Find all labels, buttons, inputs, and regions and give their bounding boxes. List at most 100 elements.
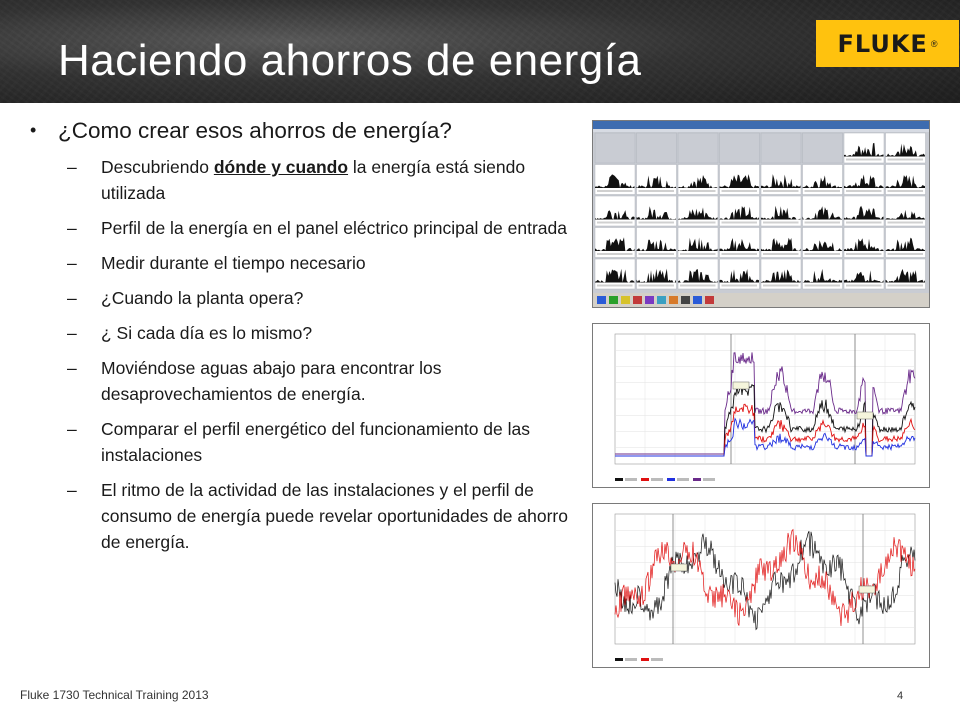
legend-swatch <box>693 478 701 481</box>
window-titlebar <box>593 121 929 129</box>
legend-swatch <box>641 658 649 661</box>
taskbar-icons <box>597 296 714 304</box>
profile-shape <box>678 207 718 220</box>
cell-caption <box>887 190 923 192</box>
profile-cell <box>802 227 843 258</box>
footer-text: Fluke 1730 Technical Training 2013 <box>20 688 209 702</box>
taskbar-icon <box>669 296 678 304</box>
cell-caption <box>804 253 840 255</box>
profile-cell <box>843 258 885 290</box>
registered-mark: ® <box>930 38 938 49</box>
emphasized-text: dónde y cuando <box>213 157 349 177</box>
trend-series-line <box>615 352 916 457</box>
sub-bullet-text: ¿ Si cada día es lo mismo? <box>101 323 313 343</box>
cell-caption <box>721 190 757 192</box>
cell-caption <box>680 253 716 255</box>
profile-shape <box>885 268 925 283</box>
profile-cell <box>594 195 636 227</box>
taskbar-icon <box>705 296 714 304</box>
taskbar <box>593 293 929 307</box>
energy-profile-grid-screenshot <box>592 120 930 308</box>
profile-cell <box>885 227 926 258</box>
profile-shape <box>761 205 801 220</box>
cell-caption <box>804 221 840 224</box>
cell-caption <box>721 253 757 255</box>
profile-cell <box>719 258 760 290</box>
cursor-tooltip <box>732 381 750 390</box>
fluke-logo: FLUKE ® <box>816 20 959 67</box>
sub-bullet-text: Perfil de la energía en el panel eléctri… <box>101 218 567 238</box>
banner-texture <box>0 0 960 103</box>
trend-series-line <box>614 530 916 631</box>
profile-cells <box>594 132 926 290</box>
cell-caption <box>763 190 799 192</box>
profile-shape <box>885 143 925 157</box>
profile-shape <box>802 240 842 251</box>
sub-bullet-text: El ritmo de la actividad de las instalac… <box>101 480 568 552</box>
cursor-tooltip <box>856 411 874 420</box>
legend-swatch <box>667 478 675 481</box>
dash-icon: – <box>67 358 77 378</box>
sub-bullet: – Moviéndose aguas abajo para encontrar … <box>67 355 590 407</box>
cell-caption <box>763 221 799 224</box>
cell-caption <box>887 253 923 255</box>
cell-caption <box>846 253 882 255</box>
sub-bullet-list: – Descubriendo dónde y cuando la energía… <box>67 154 590 555</box>
sub-bullet: – El ritmo de la actividad de las instal… <box>67 477 590 555</box>
comparison-trend-screenshot <box>592 503 930 668</box>
profile-cell <box>802 132 843 164</box>
profile-shape <box>595 174 635 188</box>
trend-series-line <box>615 417 916 457</box>
cell-caption <box>721 284 757 287</box>
profile-shape <box>802 206 842 220</box>
legend-label <box>651 478 663 481</box>
legend-label <box>703 478 715 481</box>
cell-caption <box>680 284 716 287</box>
cell-caption <box>846 190 882 192</box>
cell-caption <box>597 284 633 287</box>
sub-bullet-text: Medir durante el tiempo necesario <box>101 253 366 273</box>
profile-shape <box>678 269 718 283</box>
cell-caption <box>763 253 799 255</box>
profile-shape <box>636 268 676 283</box>
cursor-tooltip <box>858 585 876 594</box>
profile-shape <box>636 175 676 188</box>
page-number: 4 <box>897 690 904 702</box>
cell-caption <box>680 190 716 192</box>
sub-bullet-text: ¿Cuando la planta opera? <box>101 288 304 308</box>
profile-cell <box>760 227 802 258</box>
profile-shape <box>719 238 759 251</box>
sub-bullet: – ¿ Si cada día es lo mismo? <box>67 320 590 346</box>
dash-icon: – <box>67 480 77 500</box>
profile-cell <box>843 195 885 227</box>
profile-cell <box>843 132 885 164</box>
taskbar-icon <box>645 296 654 304</box>
profile-cell <box>802 164 843 195</box>
profile-shape <box>719 206 759 220</box>
profile-cell <box>719 227 760 258</box>
main-bullet-text: ¿Como crear esos ahorros de energía? <box>58 118 452 143</box>
cell-caption <box>721 221 757 224</box>
main-bullet: • ¿Como crear esos ahorros de energía? <box>30 118 590 144</box>
comparison-trend-image <box>593 504 929 667</box>
power-trend-image <box>593 324 929 487</box>
profile-shape <box>802 175 842 188</box>
taskbar-icon <box>597 296 606 304</box>
profile-shape <box>844 174 884 188</box>
bullet-icon: • <box>30 120 37 140</box>
cell-caption <box>638 253 674 255</box>
profile-shape <box>595 268 635 283</box>
legend-label <box>625 478 637 481</box>
sub-bullet-text: Comparar el perfil energético del funcio… <box>101 419 530 465</box>
legend-swatch <box>641 478 649 481</box>
plot-legend <box>615 478 715 481</box>
profile-shape <box>719 174 759 188</box>
sub-bullet: – Comparar el perfil energético del func… <box>67 416 590 468</box>
profile-cell <box>719 132 760 164</box>
sub-bullet-text: la energía está siendo utilizada <box>101 157 526 203</box>
profile-shape <box>844 238 884 251</box>
profile-shape <box>844 205 884 220</box>
profile-grid-image <box>593 121 929 307</box>
dash-icon: – <box>67 419 77 439</box>
sub-bullet: – ¿Cuando la planta opera? <box>67 285 590 311</box>
